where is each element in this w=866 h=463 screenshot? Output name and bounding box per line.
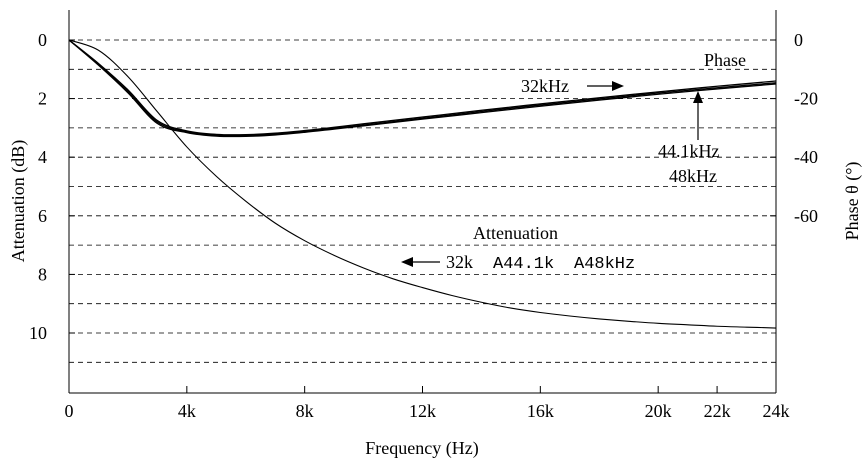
tick-labels: 0 4k 8k 12k 16k 20k 22k 24k 0 2 4 6 8 10 0 -20 -40 -60 bbox=[29, 30, 818, 421]
phase-32k-arrow bbox=[587, 81, 624, 91]
y-tick-label: 2 bbox=[38, 89, 47, 109]
phase-curve-48khz bbox=[68, 39, 777, 138]
x-tick-label: 12k bbox=[409, 401, 436, 421]
x-tick-label: 24k bbox=[763, 401, 790, 421]
x-tick-label: 4k bbox=[178, 401, 196, 421]
phase-curve-32khz bbox=[68, 39, 777, 136]
phase-44k-label: 44.1kHz bbox=[658, 141, 720, 161]
x-tick-label: 0 bbox=[65, 401, 74, 421]
phase-44k-arrow bbox=[693, 91, 703, 140]
attenuation-arrow bbox=[401, 257, 440, 267]
attenuation-32k-label: 32k bbox=[446, 252, 473, 272]
phase-32k-label: 32kHz bbox=[521, 76, 569, 96]
attenuation-label: Attenuation bbox=[473, 223, 558, 243]
y2-tick-label: -20 bbox=[794, 89, 818, 109]
grid-lines bbox=[69, 39, 776, 363]
y-tick-label: 8 bbox=[38, 264, 47, 284]
y2-tick-label: -40 bbox=[794, 147, 818, 167]
y-tick-label: 6 bbox=[38, 206, 47, 226]
phase-48k-label: 48kHz bbox=[669, 166, 717, 186]
x-tick-label: 22k bbox=[704, 401, 731, 421]
tick-marks bbox=[68, 39, 777, 393]
x-tick-label: 8k bbox=[296, 401, 314, 421]
y-tick-label: 4 bbox=[38, 147, 47, 167]
x-tick-label: 20k bbox=[645, 401, 672, 421]
y2-axis-title: Phase θ (°) bbox=[842, 162, 863, 241]
phase-label: Phase bbox=[704, 50, 746, 70]
y-tick-label: 10 bbox=[29, 323, 47, 343]
y2-tick-label: 0 bbox=[794, 30, 803, 50]
attenuation-curve bbox=[68, 39, 777, 329]
attenuation-44k-label: A44.1k bbox=[493, 255, 554, 274]
y2-tick-label: -60 bbox=[794, 206, 818, 226]
series-lines bbox=[68, 39, 777, 329]
y-axis-title: Attenuation (dB) bbox=[8, 140, 29, 262]
x-axis-title: Frequency (Hz) bbox=[365, 438, 478, 459]
y-tick-label: 0 bbox=[38, 30, 47, 50]
x-tick-label: 16k bbox=[527, 401, 554, 421]
attenuation-48k-label: A48kHz bbox=[574, 255, 635, 274]
phase-curve-44-1khz bbox=[68, 39, 777, 137]
